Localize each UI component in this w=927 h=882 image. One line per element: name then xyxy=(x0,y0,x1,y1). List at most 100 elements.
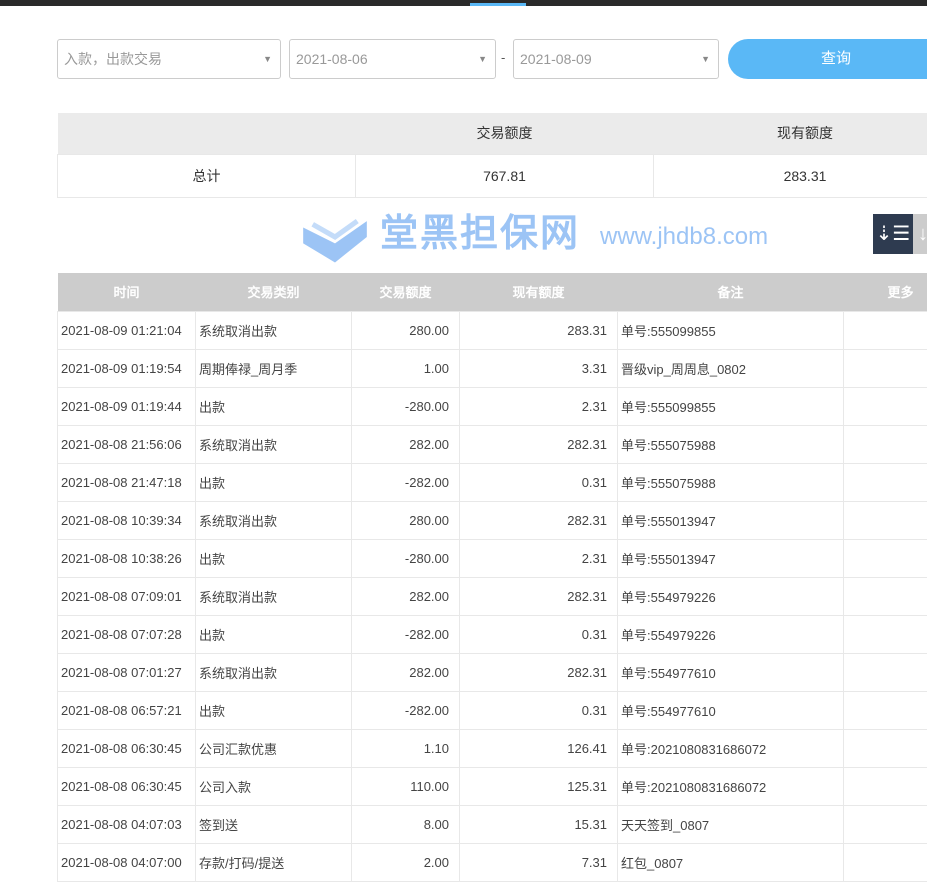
cell-balance: 0.31 xyxy=(460,691,618,729)
cell-amount: 280.00 xyxy=(352,311,460,349)
query-button[interactable]: 查询 xyxy=(728,39,927,79)
cell-more[interactable] xyxy=(844,311,927,349)
cell-type: 系统取消出款 xyxy=(196,577,352,615)
top-nav-bar xyxy=(0,0,927,6)
cell-balance: 3.31 xyxy=(460,349,618,387)
cell-amount: -282.00 xyxy=(352,463,460,501)
cell-remark: 单号:555013947 xyxy=(618,539,844,577)
cell-amount: 282.00 xyxy=(352,653,460,691)
cell-balance: 282.31 xyxy=(460,501,618,539)
cell-more[interactable] xyxy=(844,577,927,615)
cell-amount: 110.00 xyxy=(352,767,460,805)
cell-amount: -282.00 xyxy=(352,691,460,729)
cell-more[interactable] xyxy=(844,767,927,805)
cell-more[interactable] xyxy=(844,501,927,539)
cell-remark: 单号:555099855 xyxy=(618,311,844,349)
cell-more[interactable] xyxy=(844,539,927,577)
cell-balance: 0.31 xyxy=(460,463,618,501)
cell-time: 2021-08-08 10:38:26 xyxy=(58,539,196,577)
end-date-select[interactable]: 2021-08-09▼ xyxy=(513,39,719,79)
cell-type: 存款/打码/提送 xyxy=(196,843,352,881)
transaction-type-select[interactable]: 入款，出款交易 ▼ xyxy=(57,39,281,79)
summary-header-blank xyxy=(58,113,356,154)
cell-amount: 1.10 xyxy=(352,729,460,767)
watermark-name: 堂黑担保网 xyxy=(380,212,580,256)
cell-amount: 282.00 xyxy=(352,425,460,463)
cell-remark: 晋级vip_周周息_0802 xyxy=(618,349,844,387)
transaction-table: 时间 交易类别 交易额度 现有额度 备注 更多 2021-08-09 01:21… xyxy=(57,273,927,882)
cell-balance: 282.31 xyxy=(460,653,618,691)
summary-total-balance: 283.31 xyxy=(654,154,927,197)
cell-remark: 单号:555075988 xyxy=(618,463,844,501)
start-date-select[interactable]: 2021-08-06▼ xyxy=(289,39,496,79)
cell-more[interactable] xyxy=(844,387,927,425)
cell-type: 周期俸禄_周月季 xyxy=(196,349,352,387)
cell-more[interactable] xyxy=(844,463,927,501)
cell-balance: 126.41 xyxy=(460,729,618,767)
cell-time: 2021-08-08 04:07:00 xyxy=(58,843,196,881)
cell-type: 系统取消出款 xyxy=(196,311,352,349)
cell-more[interactable] xyxy=(844,653,927,691)
cell-amount: -280.00 xyxy=(352,539,460,577)
cell-remark: 单号:554977610 xyxy=(618,653,844,691)
cell-amount: 8.00 xyxy=(352,805,460,843)
cell-remark: 单号:2021080831686072 xyxy=(618,767,844,805)
cell-time: 2021-08-08 21:56:06 xyxy=(58,425,196,463)
cell-time: 2021-08-08 07:09:01 xyxy=(58,577,196,615)
cell-remark: 单号:554977610 xyxy=(618,691,844,729)
cell-balance: 2.31 xyxy=(460,387,618,425)
start-date-value: 2021-08-06 xyxy=(296,51,368,67)
sort-asc-icon[interactable]: ↓ xyxy=(913,214,927,254)
cell-more[interactable] xyxy=(844,843,927,881)
col-balance: 现有额度 xyxy=(460,273,618,311)
cell-type: 出款 xyxy=(196,615,352,653)
cell-time: 2021-08-08 07:01:27 xyxy=(58,653,196,691)
cell-amount: 2.00 xyxy=(352,843,460,881)
cell-more[interactable] xyxy=(844,349,927,387)
cell-type: 系统取消出款 xyxy=(196,501,352,539)
shield-logo-icon xyxy=(300,208,370,266)
col-type: 交易类别 xyxy=(196,273,352,311)
cell-time: 2021-08-08 06:30:45 xyxy=(58,767,196,805)
cell-time: 2021-08-09 01:21:04 xyxy=(58,311,196,349)
cell-amount: -282.00 xyxy=(352,615,460,653)
cell-time: 2021-08-08 06:57:21 xyxy=(58,691,196,729)
cell-more[interactable] xyxy=(844,729,927,767)
date-separator: - xyxy=(501,50,505,65)
cell-more[interactable] xyxy=(844,805,927,843)
end-date-value: 2021-08-09 xyxy=(520,51,592,67)
cell-balance: 125.31 xyxy=(460,767,618,805)
cell-remark: 红包_0807 xyxy=(618,843,844,881)
cell-time: 2021-08-08 04:07:03 xyxy=(58,805,196,843)
summary-header-amount: 交易额度 xyxy=(356,113,654,154)
cell-remark: 单号:555013947 xyxy=(618,501,844,539)
summary-header-balance: 现有额度 xyxy=(654,113,927,154)
cell-balance: 15.31 xyxy=(460,805,618,843)
cell-amount: 282.00 xyxy=(352,577,460,615)
cell-type: 出款 xyxy=(196,463,352,501)
col-amount: 交易额度 xyxy=(352,273,460,311)
cell-remark: 单号:555099855 xyxy=(618,387,844,425)
watermark-url: www.jhdb8.com xyxy=(600,222,768,252)
dropdown-arrow-icon: ▼ xyxy=(263,40,272,78)
col-more: 更多 xyxy=(844,273,927,311)
cell-amount: 1.00 xyxy=(352,349,460,387)
cell-more[interactable] xyxy=(844,615,927,653)
transaction-type-value: 入款，出款交易 xyxy=(64,51,162,67)
sort-desc-icon[interactable]: ⇣☰ xyxy=(873,214,913,254)
cell-type: 出款 xyxy=(196,691,352,729)
cell-type: 系统取消出款 xyxy=(196,425,352,463)
cell-more[interactable] xyxy=(844,425,927,463)
cell-time: 2021-08-08 10:39:34 xyxy=(58,501,196,539)
cell-balance: 282.31 xyxy=(460,577,618,615)
cell-more[interactable] xyxy=(844,691,927,729)
cell-balance: 2.31 xyxy=(460,539,618,577)
cell-balance: 283.31 xyxy=(460,311,618,349)
